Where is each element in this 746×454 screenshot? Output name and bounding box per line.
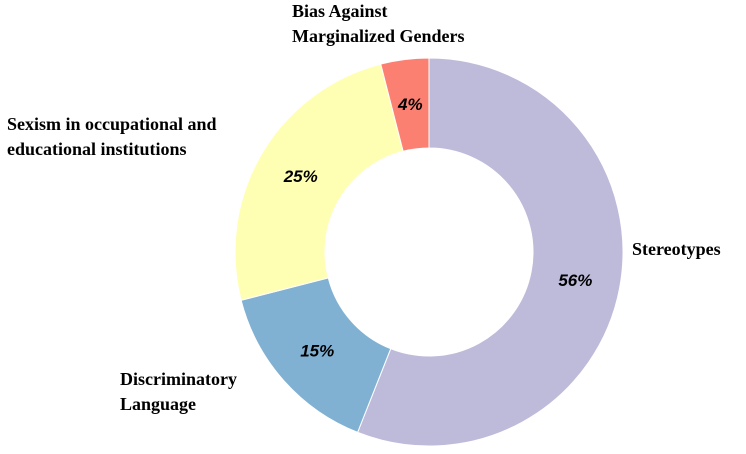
donut-slice [234, 63, 404, 301]
value-label: 15% [300, 342, 334, 361]
category-label-line: Marginalized Genders [292, 26, 464, 46]
donut-slice [380, 57, 430, 152]
category-label: Stereotypes [632, 239, 721, 259]
category-label-line: Stereotypes [632, 239, 721, 259]
value-label: 25% [283, 167, 318, 186]
value-label: 56% [558, 271, 592, 290]
category-label: Bias Against Marginalized Genders [292, 1, 464, 46]
category-label-line: Discriminatory [120, 369, 237, 389]
category-label-line: educational institutions [7, 139, 187, 159]
category-label-line: Bias Against [292, 1, 388, 21]
category-label-line: Sexism in occupational and [7, 114, 217, 134]
donut-slice [356, 57, 624, 447]
value-label: 4% [397, 95, 423, 114]
category-label-line: Language [120, 394, 196, 414]
category-label: Sexism in occupational and educational in… [7, 114, 217, 159]
category-label: Discriminatory Language [120, 369, 237, 414]
